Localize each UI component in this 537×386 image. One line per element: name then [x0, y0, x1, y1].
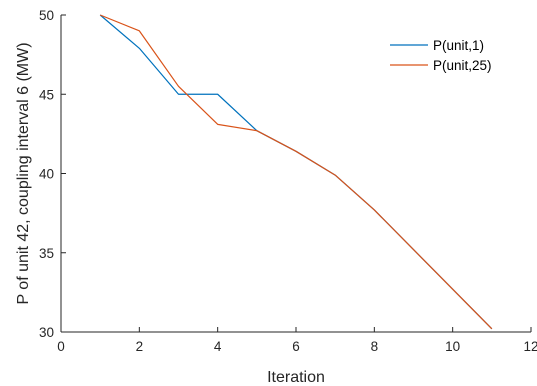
y-tick-label: 45: [39, 87, 54, 102]
series-layer: [99, 14, 493, 330]
legend-label-1: P(unit,1): [433, 38, 484, 53]
ticks-layer: 0 2 4 6 8 10 12 30 35 40 45 50: [39, 8, 537, 354]
x-tick-label: 4: [214, 339, 222, 354]
x-tick-label: 12: [523, 339, 537, 354]
y-tick-label: 50: [39, 8, 54, 23]
x-tick-label: 6: [292, 339, 300, 354]
x-tick-label: 0: [57, 339, 65, 354]
x-tick-label: 2: [136, 339, 144, 354]
y-tick-label: 35: [39, 246, 54, 261]
y-tick-label: 30: [39, 325, 54, 340]
x-tick-label: 10: [445, 339, 460, 354]
x-axis-label: Iteration: [267, 369, 325, 386]
legend: P(unit,1) P(unit,25): [390, 38, 492, 73]
plot-area: [61, 15, 531, 332]
y-tick-label: 40: [39, 167, 54, 182]
legend-label-2: P(unit,25): [433, 58, 492, 73]
series-line-2: [99, 14, 493, 330]
x-tick-label: 8: [371, 339, 379, 354]
y-axis-label: P of unit 42, coupling interval 6 (MW): [15, 42, 32, 304]
